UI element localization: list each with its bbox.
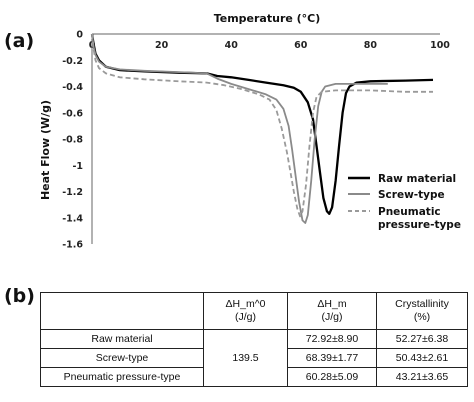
legend-label-3: Pneumatic pressure-type: [378, 206, 461, 231]
series-layer: [90, 33, 434, 224]
y-tick-label: -0.4: [62, 82, 83, 93]
y-tick-label: -0.8: [62, 135, 83, 146]
heat-flow-chart: Temperature (°C) Heat Flow (W/g) 0 -0.2 -0…: [39, 12, 461, 251]
crystallinity-value: 43.21±3.65: [376, 367, 468, 387]
sample-name: Screw-type: [40, 348, 204, 368]
legend-label-2: Screw-type: [378, 189, 445, 201]
y-tick-label: -1: [72, 161, 83, 172]
x-tick-label: 100: [430, 40, 450, 51]
y-tick-label: -1.6: [62, 240, 83, 251]
crystallinity-value: 52.27±6.38: [376, 329, 468, 349]
table-row: Screw-type 68.39±1.77 50.43±2.61: [40, 348, 468, 368]
dh-value: 72.92±8.90: [287, 329, 377, 349]
y-tick-label: -0.2: [62, 56, 83, 67]
y-tick-label: -0.6: [62, 108, 83, 119]
sample-name: Pneumatic pressure-type: [40, 367, 204, 387]
sample-name: Raw material: [40, 329, 204, 349]
dh-value: 60.28±5.09: [287, 367, 377, 387]
y-tick-label: 0: [76, 30, 83, 41]
x-tick-label: 20: [155, 40, 169, 51]
crystallinity-table: ΔH_m^0 (J/g) ΔH_m (J/g) Crystallinity (%) R…: [40, 292, 468, 387]
table-row: Pneumatic pressure-type 60.28±5.09 43.21…: [40, 367, 468, 387]
dh0-value: 139.5: [203, 329, 288, 387]
table-header-crystallinity: Crystallinity (%): [376, 292, 468, 330]
table-header-empty: [40, 292, 204, 330]
panel-label-b: (b): [4, 285, 35, 307]
x-tick-label: 80: [364, 40, 378, 51]
series-line-2: [91, 33, 388, 224]
table-header-row: ΔH_m^0 (J/g) ΔH_m (J/g) Crystallinity (%): [40, 292, 468, 330]
x-axis-title: Temperature (°C): [214, 12, 321, 25]
table-header-dh0: ΔH_m^0 (J/g): [203, 292, 288, 330]
y-tick-label: -1.4: [62, 213, 83, 224]
legend-label-1: Raw material: [378, 173, 456, 185]
x-tick-label: 40: [225, 40, 239, 51]
y-tick-labels: 0 -0.2 -0.4 -0.6 -0.8 -1 -1.2 -1.4 -1.6: [62, 30, 83, 251]
table-header-dh: ΔH_m (J/g): [287, 292, 377, 330]
panel-label-a: (a): [4, 30, 35, 52]
x-tick-label: 60: [294, 40, 308, 51]
series-line-1: [90, 33, 434, 215]
legend: Raw material Screw-type Pneumatic pressure-…: [348, 173, 461, 231]
x-tick-labels: 020406080100: [89, 40, 451, 51]
y-axis-title: Heat Flow (W/g): [39, 100, 52, 200]
dh-value: 68.39±1.77: [287, 348, 377, 368]
table-row: Raw material 139.5 72.92±8.90 52.27±6.38: [40, 329, 468, 387]
crystallinity-value: 50.43±2.61: [376, 348, 468, 368]
y-tick-label: -1.2: [62, 187, 83, 198]
